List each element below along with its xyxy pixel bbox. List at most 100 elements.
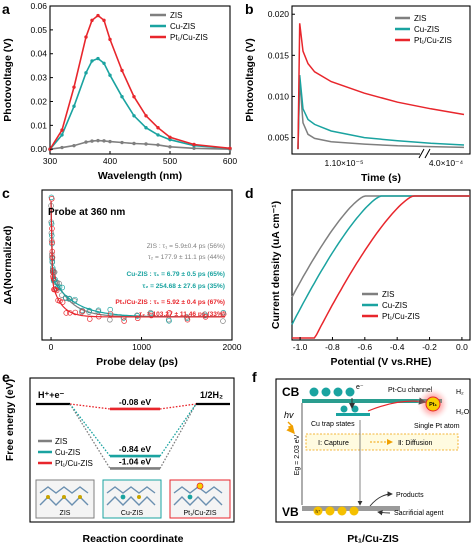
data-point-a (144, 114, 148, 118)
legend-b-pt: Pt₁/Cu-ZIS (414, 36, 452, 45)
panel-c-xlabel: Probe delay (ps) (96, 356, 178, 368)
structure-pt: Pt₁/Cu-ZIS (169, 479, 231, 519)
pathway-line (159, 403, 197, 410)
fit-zis-tau2: τ₂ = 177.9 ± 11.1 ps (44%) (148, 254, 225, 261)
panel-e-xlabel: Reaction coordinate (83, 533, 184, 545)
x-tick-label-d: -1.0 (293, 342, 308, 352)
x-tick-label-a: 500 (163, 156, 177, 166)
h2o-label: H₂O (456, 409, 470, 416)
axis-break-mark (418, 148, 425, 159)
data-point-a (120, 95, 124, 99)
data-point-c (49, 196, 55, 202)
y-tick-label-a: 0.02 (30, 96, 47, 106)
data-point-a (120, 68, 124, 73)
axis-break-mark (424, 148, 431, 159)
cb-label: CB (282, 385, 300, 399)
data-point-a (60, 145, 64, 150)
structure-zis: ZIS (35, 479, 95, 519)
x-tick-label-c: 2000 (223, 342, 242, 352)
data-point-a (60, 128, 64, 132)
data-point-c (134, 315, 141, 322)
electrons-cb (309, 387, 355, 397)
data-point-c (107, 317, 113, 323)
panel-c-frame (41, 189, 233, 341)
axis-break-mask (420, 148, 430, 158)
panel-f: f CB e⁻ Cu trap states Pt-Cu channel Pt₁… (252, 369, 471, 545)
pt-atom-label: Pt₁ (429, 402, 438, 408)
y-tick-label-a: 0.00 (30, 144, 47, 154)
legend-a-pt: Pt₁/Cu-ZIS (170, 33, 208, 42)
panel-d-xlabel: Potential (V vs.RHE) (331, 356, 432, 368)
series-line-b (297, 79, 465, 150)
data-point-c (220, 318, 226, 324)
fit-line-c (50, 201, 225, 318)
data-point-a (132, 95, 136, 99)
data-point-a (102, 61, 106, 65)
data-point-a (84, 35, 88, 39)
panel-e-label: e (2, 369, 10, 385)
state-final: 1/2H₂ (200, 390, 223, 400)
data-point-a (168, 135, 172, 139)
data-point-c (107, 306, 113, 313)
state-initial: H⁺+e⁻ (38, 390, 65, 400)
panel-a-ylabel: Photovoltage (V) (2, 38, 14, 121)
pathway-line (159, 403, 197, 457)
panel-d-label: d (245, 185, 254, 201)
data-point-a (90, 18, 94, 23)
data-point-c (148, 312, 155, 319)
series-line-d (291, 195, 470, 298)
panel-a-label: a (2, 1, 10, 17)
legend-d-cu: Cu-ZIS (382, 301, 407, 310)
cu-trap-level (336, 413, 370, 416)
data-point-c (166, 318, 172, 324)
data-point-a (192, 146, 196, 150)
structure-zis-label: ZIS (60, 510, 71, 517)
x-tick-label-d: -0.4 (390, 342, 405, 352)
pathway-line (69, 403, 111, 457)
fit-pt-tau1: Pt₁/Cu-ZIS : τ₁ = 5.92 ± 0.4 ps (67%) (115, 299, 225, 306)
fit-zis-tau1: ZIS : τ₁ = 5.9±0.4 ps (56%) (147, 243, 225, 250)
data-point-a (120, 140, 124, 145)
cb-band (302, 399, 442, 403)
x-tick-label-d: 0.0 (456, 342, 468, 352)
products-label: Products (396, 492, 424, 499)
data-point-a (168, 137, 172, 142)
data-point-a (72, 85, 76, 89)
fit-cu-tau1: Cu-ZIS : τ₁ = 6.79 ± 0.5 ps (65%) (126, 271, 225, 278)
data-point-a (90, 139, 94, 143)
x-tick-label-a: 600 (223, 156, 237, 166)
data-point-c (57, 298, 63, 304)
data-point-a (84, 140, 88, 144)
panel-c-ylabel: ΔA(Normalized) (2, 226, 14, 305)
panel-a-legend: ZIS Cu-ZIS Pt₁/Cu-ZIS (150, 11, 208, 42)
legend-d-zis: ZIS (382, 290, 394, 299)
data-point-a (156, 126, 160, 130)
data-point-a (144, 142, 148, 146)
data-point-c (121, 318, 127, 324)
x-tick-label-c: 0 (49, 342, 54, 352)
data-point-a (72, 104, 76, 108)
data-point-c (59, 284, 66, 291)
y-tick-label-b: 0.015 (268, 50, 290, 60)
structure-cu-label: Cu-ZIS (121, 510, 144, 517)
panel-e: e H⁺+e⁻ 1/2H₂ -1.04 eV -0.84 eV -0.08 eV Fre… (2, 369, 235, 545)
data-point-a (132, 141, 136, 146)
pathway-line (69, 403, 111, 410)
panel-e-legend: ZIS Cu-ZIS Pt₁/Cu-ZIS (38, 437, 93, 468)
y-tick-label-a: 0.01 (30, 120, 47, 130)
y-tick-label-a: 0.05 (30, 25, 47, 35)
legend-e-cu: Cu-ZIS (55, 448, 80, 457)
scheme-frame (275, 378, 471, 523)
data-point-c (50, 275, 57, 282)
panel-d: d -1.0 -0.8 -0.6 -0.4 -0.2 0.0 Potential (V v… (245, 185, 471, 368)
panel-b-legend: ZIS Cu-ZIS Pt₁/Cu-ZIS (395, 14, 452, 45)
energy-value-label: -0.08 eV (119, 397, 151, 407)
panel-b-frame (291, 5, 471, 155)
panel-b-xlabel: Time (s) (361, 172, 401, 184)
x-tick-label-d: -0.6 (357, 342, 372, 352)
data-point-a (156, 133, 160, 137)
data-point-a (156, 143, 160, 147)
electron-label: e⁻ (356, 384, 364, 391)
y-tick-label-a: 0.06 (30, 1, 47, 11)
